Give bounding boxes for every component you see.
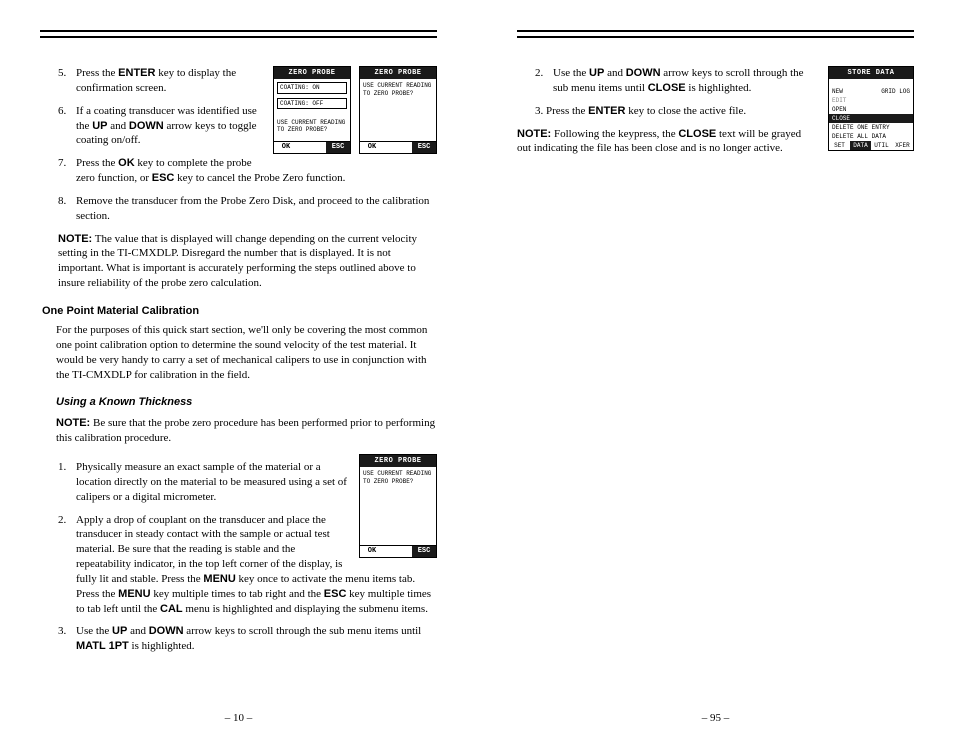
step-8: 8. Remove the transducer from the Probe … [76, 194, 437, 224]
store-row-close: CLOSE [829, 114, 913, 123]
cal-step-1: 1. Physically measure an exact sample of… [76, 460, 437, 505]
right-step-2: 2. Use the UP and DOWN arrow keys to scr… [553, 66, 914, 96]
rule-top-1 [40, 30, 437, 32]
note-velocity: NOTE: The value that is displayed will c… [58, 232, 437, 291]
right-steps: 2. Use the UP and DOWN arrow keys to scr… [517, 66, 914, 96]
store-row-del-one: DELETE ONE ENTRY [829, 123, 913, 132]
subhead-known-thickness: Using a Known Thickness [56, 396, 437, 408]
cal-step-2: 2. Apply a drop of couplant on the trans… [76, 513, 437, 617]
rule-top-2 [40, 36, 437, 38]
page-number: – 10 – [0, 712, 477, 724]
section-body: For the purposes of this quick start sec… [56, 323, 437, 382]
calibration-steps: 1. Physically measure an exact sample of… [40, 460, 437, 654]
steps-list: 5. Press the ENTER key to display the co… [40, 66, 437, 224]
note-probe-zero-first: NOTE: Be sure that the probe zero proced… [56, 416, 437, 446]
step-5: 5. Press the ENTER key to display the co… [76, 66, 437, 96]
page-left: ZERO PROBE COATING: ON COATING: OFF USE … [0, 0, 477, 738]
store-footer-tabs: SET DATA UTIL XFER [829, 141, 913, 150]
step-6: 6. If a coating transducer was identifie… [76, 104, 437, 149]
page-number: – 95 – [477, 712, 954, 724]
rule-top-1 [517, 30, 914, 32]
page-right: STORE DATA NEW GRID LOG EDIT OPEN CLOSE … [477, 0, 954, 738]
store-row-edit: EDIT [829, 96, 913, 105]
cal-step-3: 3. Use the UP and DOWN arrow keys to scr… [76, 624, 437, 654]
store-row-open: OPEN [829, 105, 913, 114]
step-7: 7. Press the OK key to complete the prob… [76, 156, 437, 186]
section-one-point-calibration: One Point Material Calibration [42, 305, 437, 317]
store-row-del-all: DELETE ALL DATA [829, 132, 913, 141]
rule-top-2 [517, 36, 914, 38]
